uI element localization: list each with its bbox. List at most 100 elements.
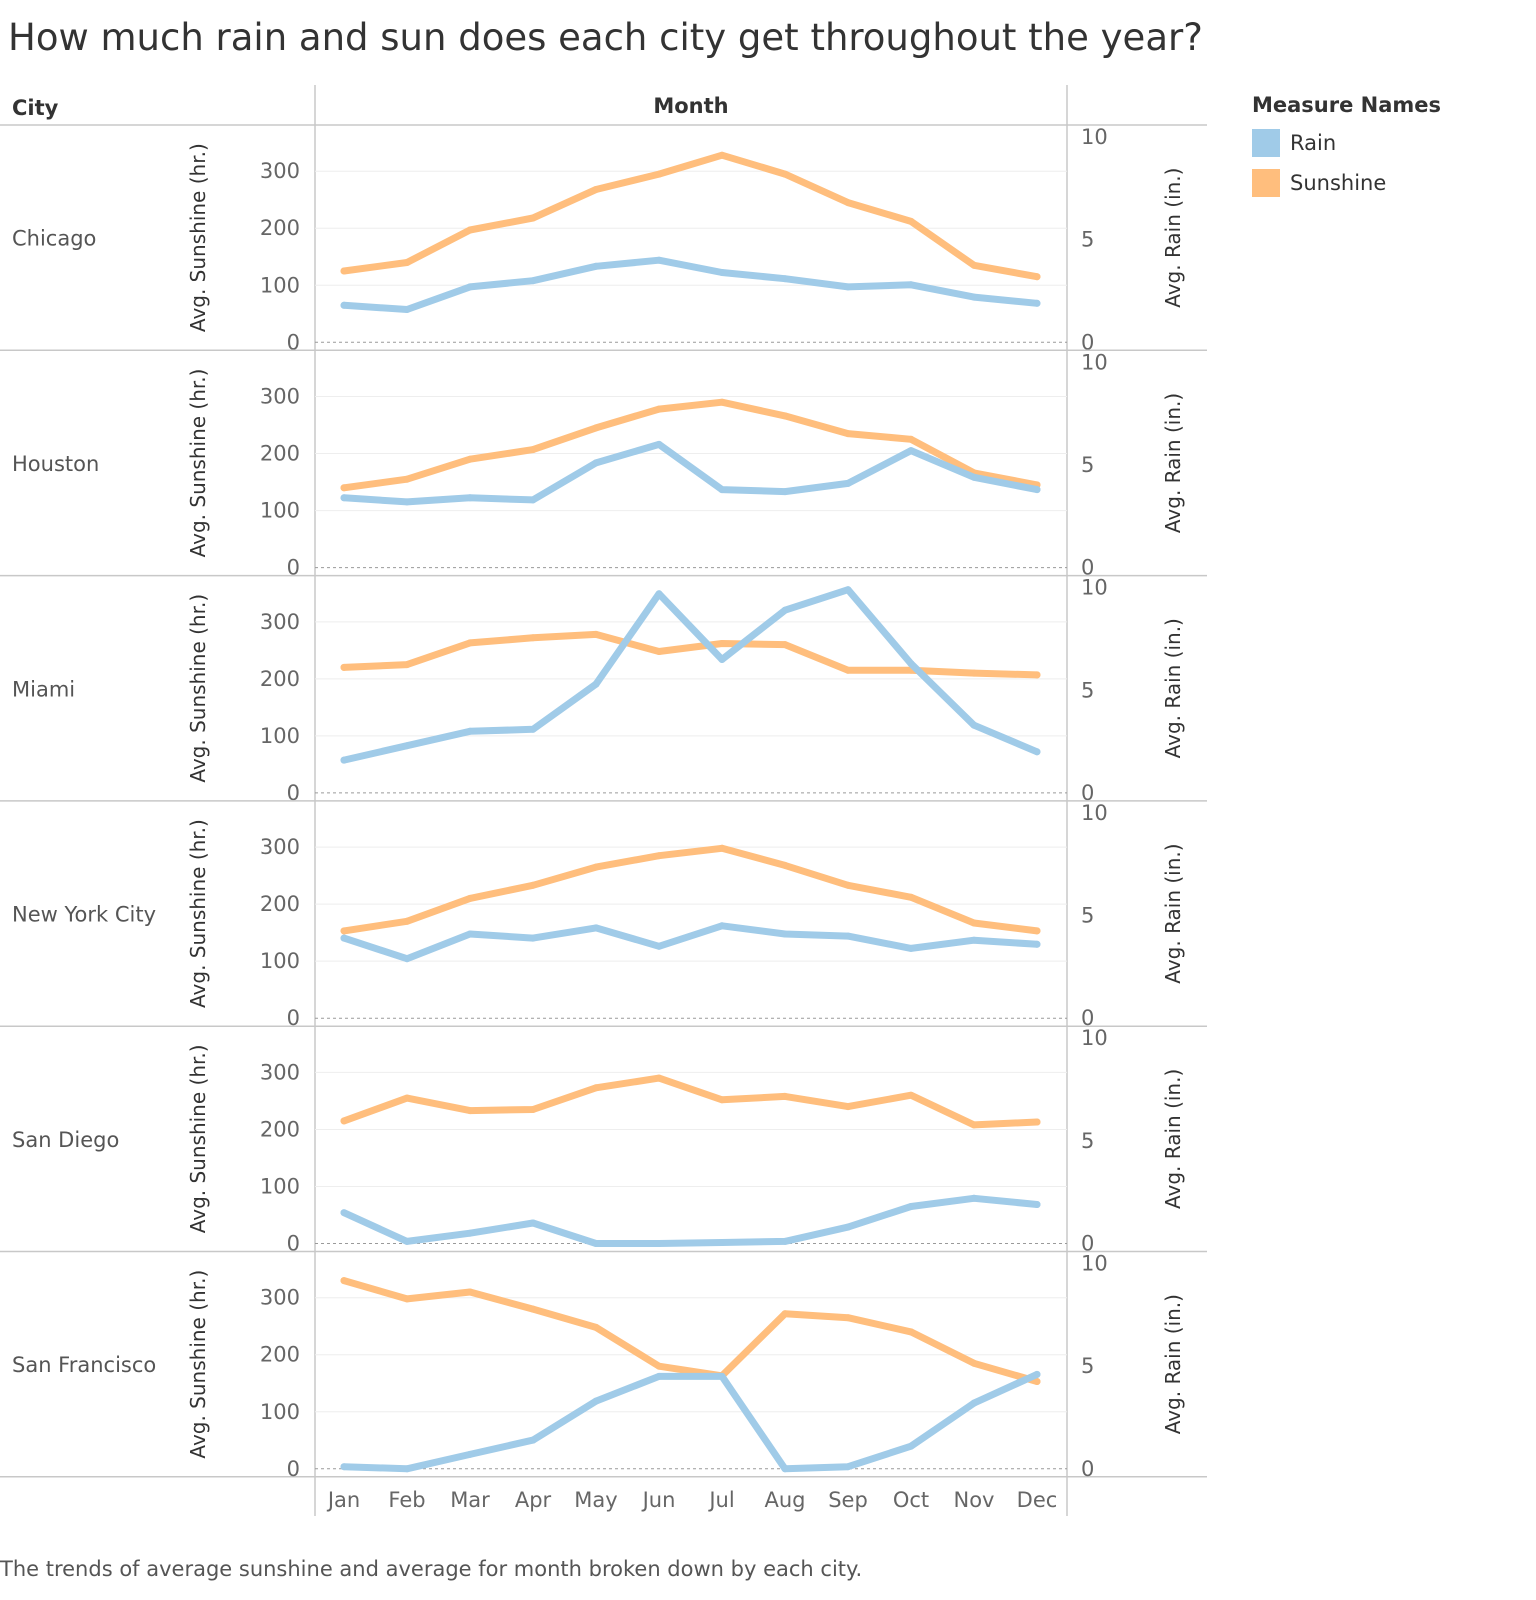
right-tick-label: 10 (1081, 1252, 1108, 1276)
right-axis-title: Avg. Rain (in.) (1161, 618, 1185, 758)
right-axis-title: Avg. Rain (in.) (1161, 393, 1185, 533)
city-label-miami: Miami (12, 677, 75, 701)
data-point-san-francisco-sunshine (529, 1305, 537, 1313)
right-tick-label: 0 (1081, 1457, 1094, 1481)
data-point-san-diego-sunshine (592, 1084, 600, 1092)
data-point-san-francisco-sunshine (844, 1314, 852, 1322)
left-axis-title: Avg. Sunshine (hr.) (186, 1270, 210, 1459)
data-point-new-york-city-rain (1033, 940, 1041, 948)
data-point-san-diego-sunshine (718, 1096, 726, 1104)
x-tick-label: Mar (450, 1488, 490, 1512)
series-line-san-francisco-sunshine (340, 1277, 1041, 1385)
series-line-miami-rain (340, 586, 1041, 764)
data-point-chicago-sunshine (1033, 273, 1041, 281)
left-tick-label: 0 (287, 556, 300, 580)
left-tick-label: 0 (287, 330, 300, 354)
left-tick-label: 100 (260, 273, 300, 297)
data-point-houston-rain (907, 447, 915, 455)
data-point-new-york-city-rain (781, 930, 789, 938)
x-tick-label: Jul (707, 1488, 734, 1512)
legend-item-sunshine[interactable]: Sunshine (1252, 163, 1441, 203)
data-point-miami-rain (970, 721, 978, 729)
data-point-miami-sunshine (529, 634, 537, 642)
data-point-miami-sunshine (340, 663, 348, 671)
data-point-houston-sunshine (655, 405, 663, 413)
right-tick-label: 0 (1081, 1006, 1094, 1030)
right-tick-label: 10 (1081, 801, 1108, 825)
data-point-chicago-rain (1033, 299, 1041, 307)
data-point-san-francisco-sunshine (403, 1295, 411, 1303)
data-point-new-york-city-rain (466, 930, 474, 938)
right-tick-label: 5 (1081, 1354, 1094, 1378)
right-tick-label: 5 (1081, 904, 1094, 928)
left-tick-label: 300 (260, 610, 300, 634)
data-point-miami-sunshine (655, 648, 663, 655)
data-point-new-york-city-sunshine (340, 927, 348, 935)
data-point-san-francisco-sunshine (340, 1277, 348, 1285)
series-line-houston-rain (340, 440, 1041, 506)
data-point-houston-rain (718, 486, 726, 494)
series-line-san-diego-sunshine (340, 1074, 1041, 1129)
data-point-miami-sunshine (592, 630, 600, 638)
data-point-san-francisco-rain (844, 1463, 852, 1471)
data-point-new-york-city-sunshine (844, 881, 852, 889)
data-point-miami-sunshine (970, 669, 978, 677)
data-point-san-diego-rain (970, 1194, 978, 1202)
data-point-new-york-city-rain (529, 934, 537, 942)
right-tick-label: 10 (1081, 350, 1108, 374)
data-point-chicago-sunshine (466, 226, 474, 234)
series-line-san-francisco-rain (340, 1370, 1041, 1473)
data-point-san-diego-sunshine (970, 1121, 978, 1129)
chart-title: How much rain and sun does each city get… (8, 16, 1203, 59)
series-line-miami-sunshine (340, 630, 1041, 679)
legend-swatch-sunshine (1252, 169, 1280, 197)
data-point-chicago-rain (907, 281, 915, 289)
data-point-san-diego-rain (781, 1237, 789, 1245)
data-point-new-york-city-rain (907, 944, 915, 952)
x-tick-label: Apr (515, 1488, 552, 1512)
right-axis-title: Avg. Rain (in.) (1161, 1069, 1185, 1209)
data-point-san-diego-sunshine (907, 1091, 915, 1099)
data-point-houston-rain (844, 479, 852, 487)
left-tick-label: 200 (260, 442, 300, 466)
data-point-chicago-sunshine (970, 261, 978, 269)
data-point-houston-rain (1033, 486, 1041, 494)
chart-svg: City Month Chicago Avg. Sunshine (hr.) Avg. … (0, 85, 1207, 1516)
data-point-san-francisco-sunshine (907, 1328, 915, 1336)
data-point-new-york-city-sunshine (592, 863, 600, 871)
city-label-new-york-city: New York City (12, 903, 156, 927)
data-point-san-diego-sunshine (340, 1117, 348, 1125)
data-point-houston-sunshine (340, 484, 348, 492)
left-axis-title: Avg. Sunshine (hr.) (186, 594, 210, 783)
legend-item-rain[interactable]: Rain (1252, 123, 1441, 163)
data-point-new-york-city-sunshine (529, 881, 537, 889)
data-point-chicago-sunshine (529, 214, 537, 222)
data-point-chicago-rain (781, 275, 789, 283)
data-point-chicago-sunshine (718, 151, 726, 159)
data-point-houston-rain (403, 498, 411, 506)
data-point-miami-rain (844, 586, 852, 594)
data-point-chicago-rain (592, 262, 600, 270)
left-tick-label: 300 (260, 159, 300, 183)
data-point-houston-rain (592, 459, 600, 467)
data-point-san-francisco-rain (970, 1399, 978, 1407)
left-tick-label: 0 (287, 1232, 300, 1256)
data-point-san-diego-rain (718, 1239, 726, 1246)
data-point-houston-rain (529, 496, 537, 504)
data-point-miami-sunshine (1033, 671, 1041, 679)
series-line-new-york-city-sunshine (340, 844, 1041, 935)
data-point-chicago-rain (403, 306, 411, 313)
left-tick-label: 100 (260, 1400, 300, 1424)
right-tick-label: 5 (1081, 1129, 1094, 1153)
right-tick-label: 5 (1081, 678, 1094, 702)
data-point-houston-sunshine (403, 475, 411, 483)
data-point-houston-sunshine (718, 398, 726, 406)
series-line-chicago-sunshine (340, 151, 1041, 281)
data-point-chicago-sunshine (403, 259, 411, 266)
data-point-san-francisco-sunshine (592, 1323, 600, 1331)
data-point-san-francisco-rain (718, 1372, 726, 1380)
legend-title: Measure Names (1252, 93, 1442, 117)
data-point-miami-sunshine (403, 661, 411, 669)
left-tick-label: 100 (260, 1174, 300, 1198)
